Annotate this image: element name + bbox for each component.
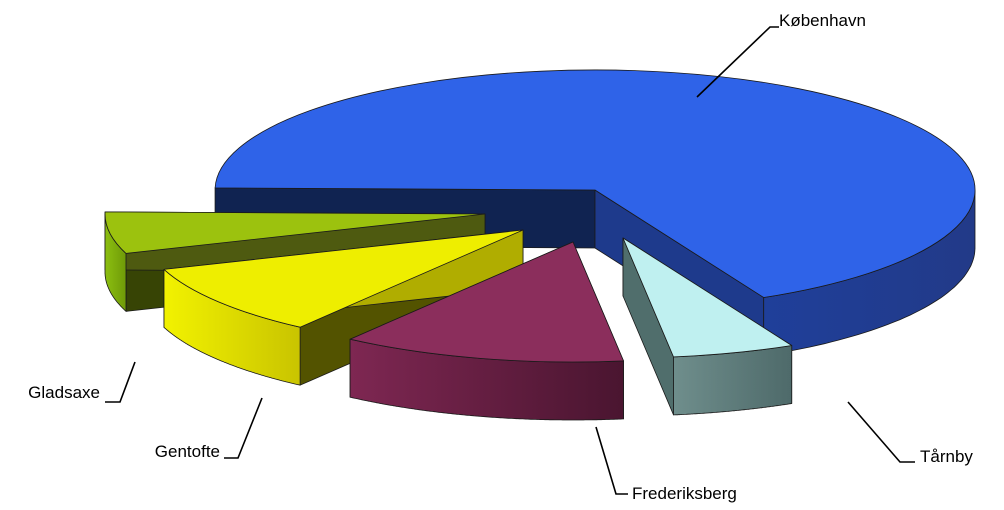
slice-top	[349, 241, 624, 363]
label-gentofte: Gentofte	[155, 442, 220, 461]
slice-top	[622, 237, 793, 358]
label-t-rnby: Tårnby	[920, 447, 973, 466]
leader-line-k-benhavn	[696, 26, 779, 98]
slice-frederiksberg	[349, 241, 624, 421]
label-k-benhavn: København	[779, 11, 866, 30]
leader-line-frederiksberg	[595, 426, 628, 495]
leader-line-gentofte	[224, 397, 263, 459]
slice-top	[104, 211, 486, 254]
leader-line-t-rnby	[847, 401, 915, 463]
leader-line-gladsaxe	[105, 361, 136, 403]
label-gladsaxe: Gladsaxe	[28, 383, 100, 402]
label-frederiksberg: Frederiksberg	[632, 484, 737, 503]
slice-t-rnby	[622, 237, 793, 416]
slice-top	[214, 69, 976, 298]
slice-top	[163, 229, 524, 328]
